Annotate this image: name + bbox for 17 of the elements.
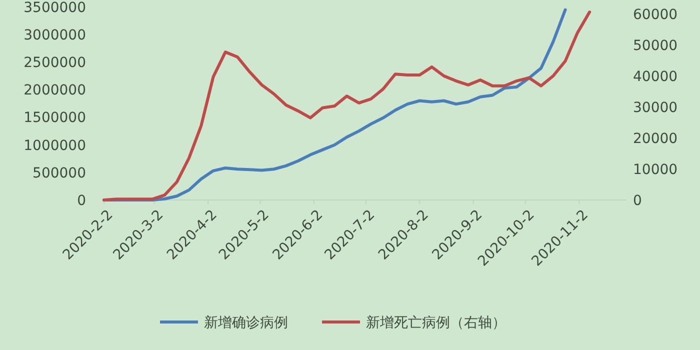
- y2-tick-label: 40000: [633, 68, 678, 85]
- y-tick-label: 2000000: [24, 82, 86, 99]
- y-tick-label: 500000: [32, 165, 86, 182]
- y-tick-label: 3500000: [24, 0, 86, 16]
- y2-tick-label: 60000: [633, 6, 678, 23]
- y-tick-label: 2500000: [24, 55, 86, 72]
- y2-tick-label: 10000: [633, 162, 678, 178]
- legend-label: 新增确诊病例: [204, 314, 288, 331]
- y2-tick-label: 20000: [633, 130, 678, 147]
- y-tick-label: 3000000: [24, 27, 86, 44]
- legend-label: 新增死亡病例（右轴）: [366, 314, 506, 331]
- y-tick-label: 1000000: [24, 138, 86, 154]
- y2-tick-label: 30000: [633, 100, 678, 116]
- y2-tick-label: 0: [633, 192, 642, 209]
- y2-tick-label: 50000: [633, 38, 678, 54]
- y-tick-label: 0: [77, 192, 86, 209]
- y-tick-label: 1500000: [24, 110, 86, 126]
